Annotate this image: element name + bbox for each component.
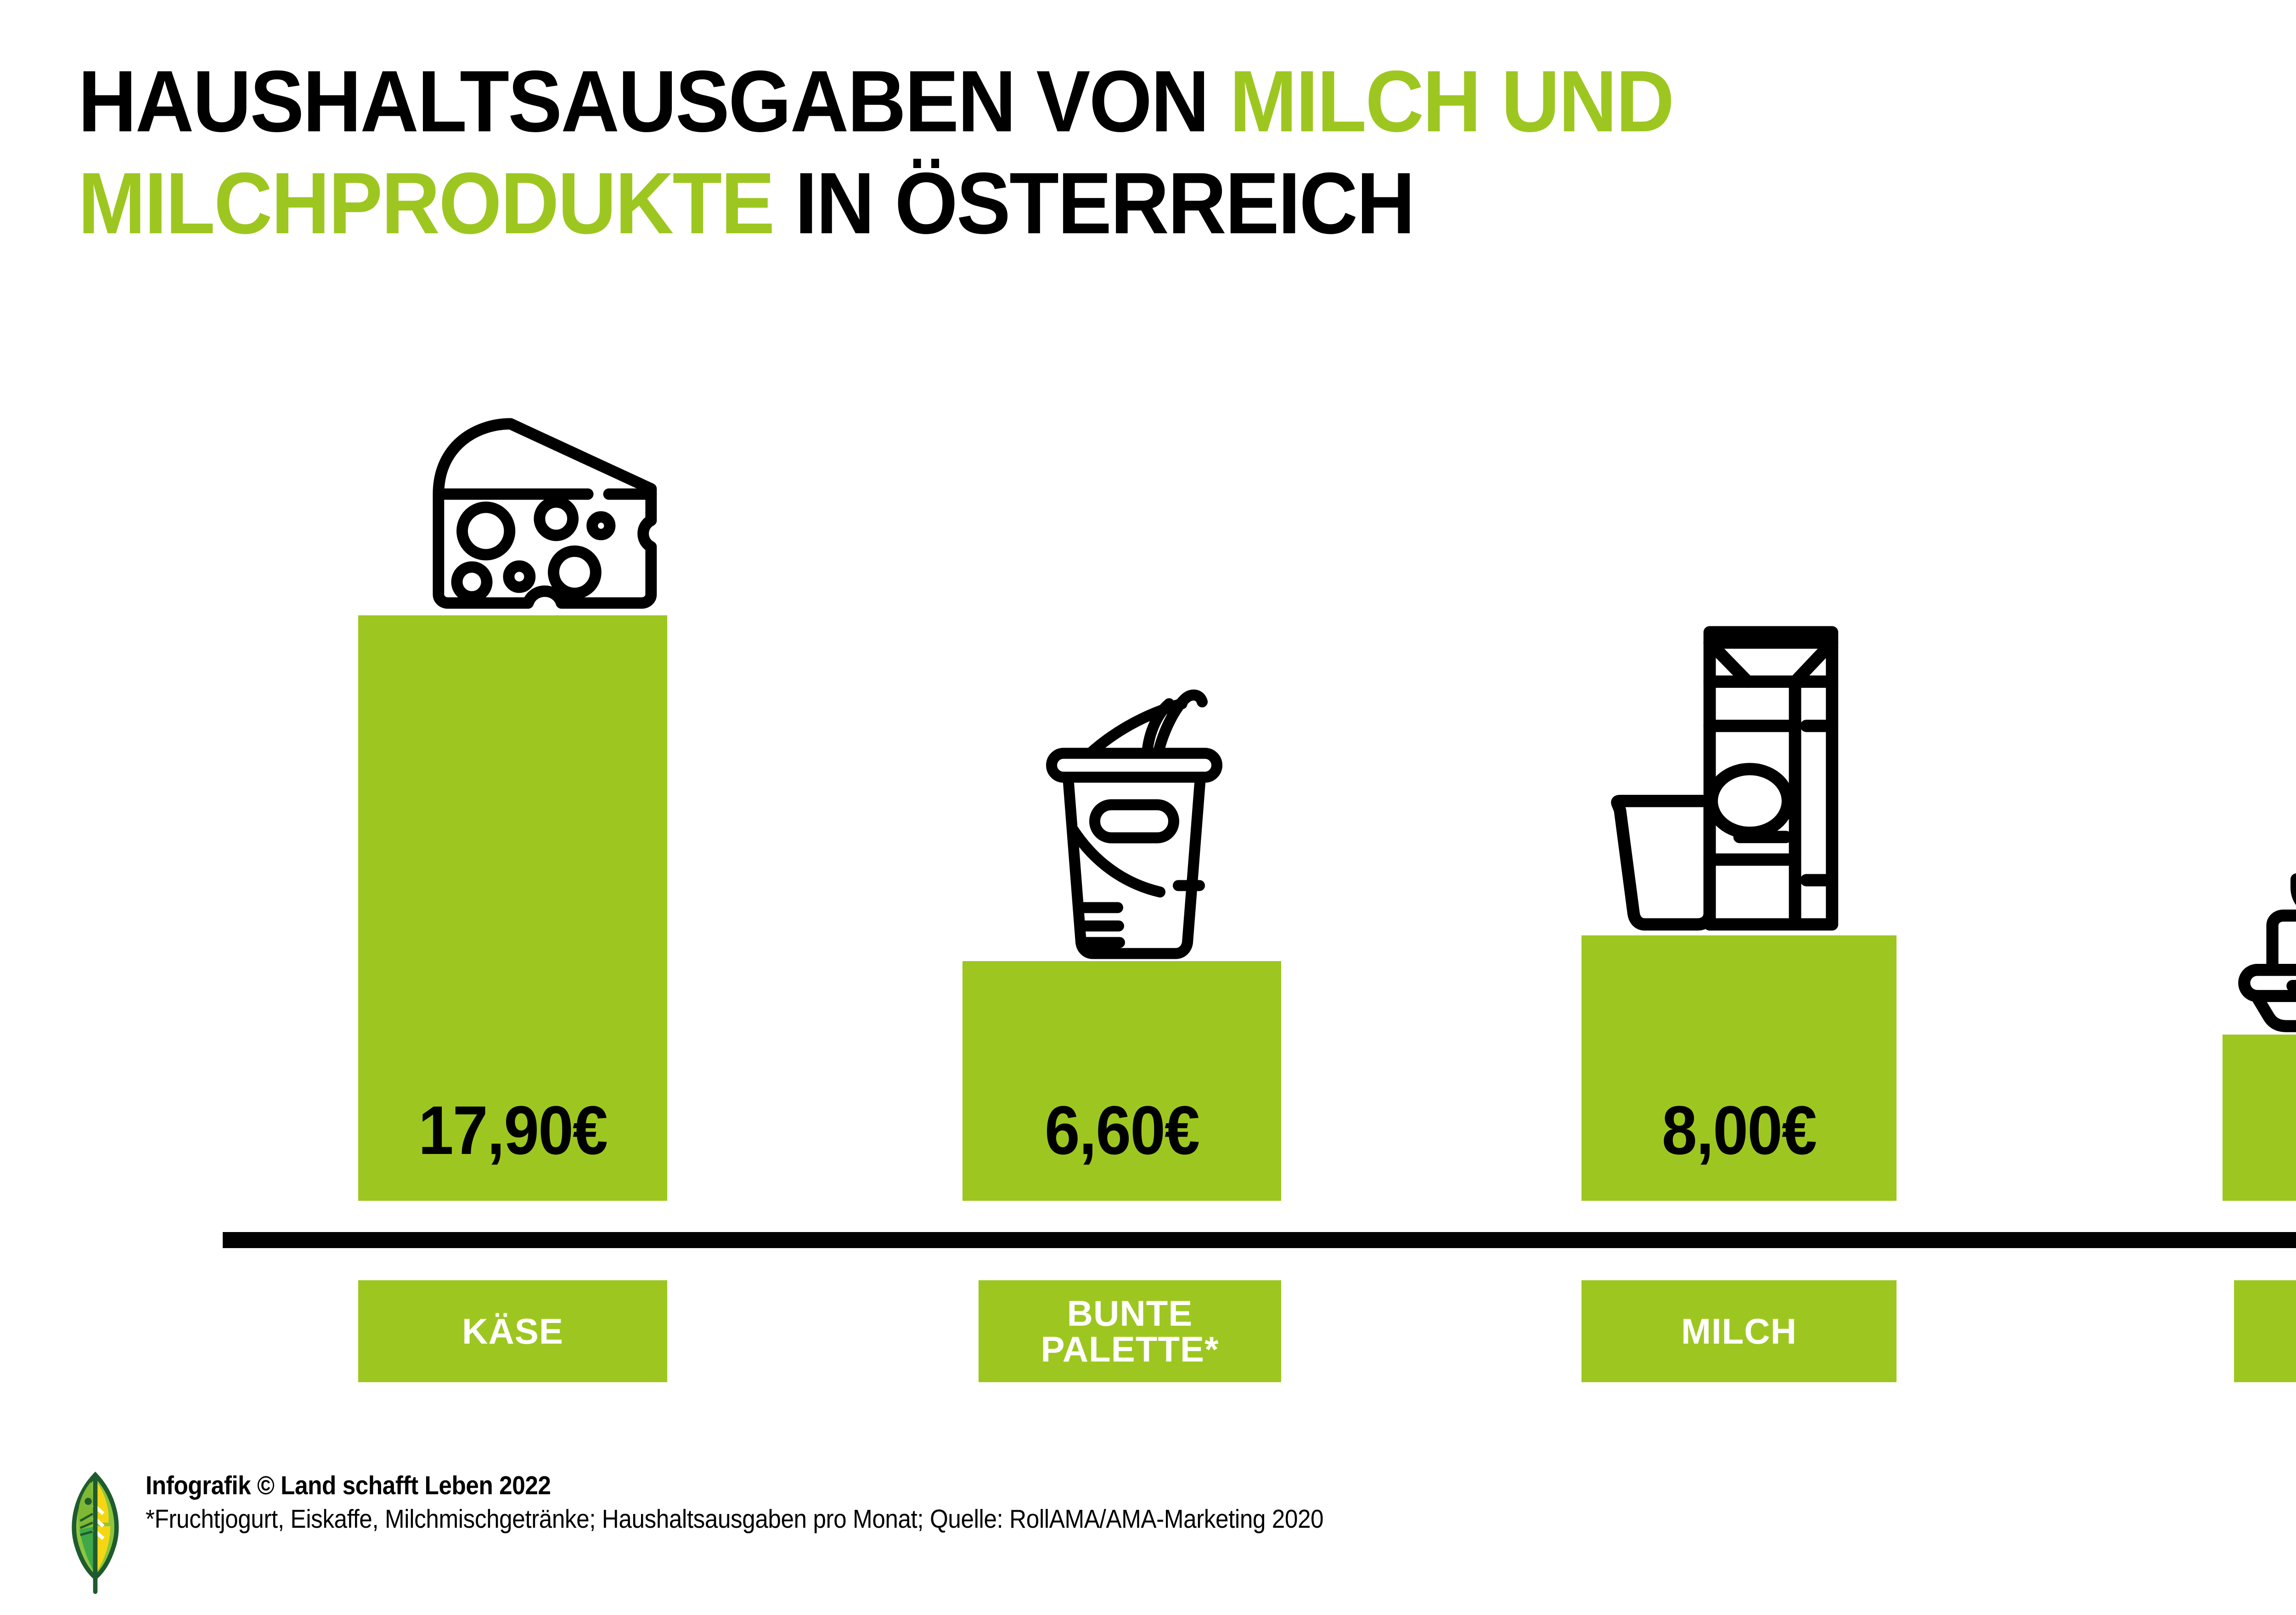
footer-source-note: *Fruchtjogurt, Eiskaffe, Milchmischgeträ… [146, 1504, 1324, 1534]
title-line-1-green: MILCH UND [1229, 53, 1674, 150]
category-label-milch: MILCH [1681, 1311, 1797, 1351]
title-line-1: HAUSHALTSAUSGABEN VON MILCH UND [78, 51, 2296, 152]
footer-credit: Infografik © Land schafft Leben 2022 [146, 1471, 551, 1500]
category-label-bunte: BUNTE [1067, 1293, 1193, 1334]
category-box-kaese[interactable]: KÄSE [358, 1280, 667, 1382]
footer: Infografik © Land schafft Leben 2022 *Fr… [64, 1469, 1454, 1595]
category-label-kaese: KÄSE [462, 1311, 563, 1351]
category-box-butter[interactable]: BUTTER MARGARINE [2234, 1280, 2296, 1382]
leaf-logo [64, 1471, 126, 1595]
bar-value-milch: 8,00€ [1661, 1092, 1817, 1169]
yogurt-cup-icon [1042, 675, 1226, 962]
title-line-2-dark: IN ÖSTERREICH [773, 155, 1415, 253]
page-title: HAUSHALTSAUSGABEN VON MILCH UND MILCHPRO… [78, 51, 2296, 255]
bar-butter [2223, 1035, 2296, 1201]
category-box-bunte-palette[interactable]: BUNTE PALETTE* [979, 1280, 1281, 1382]
axis-baseline [223, 1232, 2296, 1248]
bar-milch [1581, 935, 1896, 1201]
bar-value-bunte-palette: 6,60€ [1044, 1092, 1200, 1169]
butter-dish-knife-icon [2229, 847, 2296, 1033]
title-line-2-green: MILCHPRODUKTE [78, 155, 775, 253]
bar-value-butter: 5,30€ [2235, 1091, 2296, 1170]
title-line-2: MILCHPRODUKTE IN ÖSTERREICH [78, 152, 2296, 254]
category-box-milch[interactable]: MILCH [1581, 1280, 1896, 1382]
bar-value-kaese: 17,90€ [418, 1092, 608, 1169]
milk-carton-glass-icon [1593, 620, 1851, 937]
bar-bunte-palette [962, 961, 1281, 1201]
title-line-1-dark: HAUSHALTSAUSGABEN VON [78, 53, 1230, 150]
category-label-palette: PALETTE* [1041, 1329, 1219, 1369]
footer-text: Infografik © Land schafft Leben 2022 *Fr… [146, 1469, 1454, 1536]
cheese-wedge-icon [386, 413, 670, 615]
bar-kaese [358, 615, 667, 1201]
